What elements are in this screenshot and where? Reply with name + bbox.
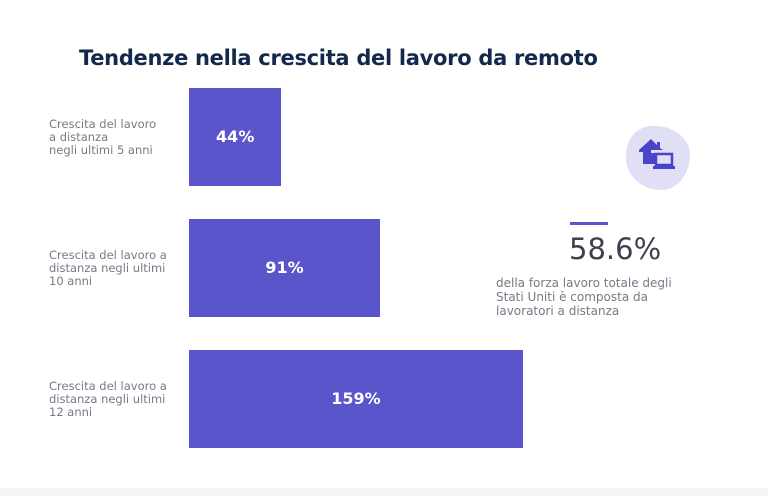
category-label-line: Crescita del lavoro a	[49, 247, 167, 262]
description-line: Stati Uniti è composta da	[496, 290, 648, 304]
home-laptop-icon	[639, 139, 675, 169]
category-label: Crescita del lavoro a distanza negli ultim…	[49, 116, 189, 157]
bar	[189, 88, 282, 186]
icon-background	[626, 126, 690, 190]
data-label: 44%	[216, 127, 255, 146]
stat-value: 58.6%	[569, 232, 662, 266]
bar	[189, 219, 381, 317]
data-label: 159%	[331, 389, 381, 408]
accent-line	[570, 222, 608, 225]
description-line: lavoratori a distanza	[496, 304, 620, 318]
category-label-line: distanza negli ultimi	[49, 260, 166, 275]
category-label-line: negli ultimi 5 anni	[49, 142, 153, 157]
bar	[189, 350, 523, 448]
data-label: 91%	[265, 258, 304, 277]
category-label-line: 10 anni	[49, 273, 93, 288]
stat-description: della forza lavoro totale degli Stati Un…	[496, 276, 672, 318]
category-label-line: Crescita del lavoro a	[49, 378, 167, 393]
category-label: Crescita del lavoro a distanza negli ulti…	[49, 378, 189, 419]
category-label-line: 12 anni	[49, 404, 93, 419]
category-label: Crescita del lavoro a distanza negli ulti…	[49, 247, 189, 288]
chart-title: Tendenze nella crescita del lavoro da re…	[79, 46, 598, 70]
category-label-line: Crescita del lavoro	[49, 116, 157, 131]
bottom-strip	[0, 488, 768, 496]
category-label-line: distanza negli ultimi	[49, 391, 166, 406]
description-line: della forza lavoro totale degli	[496, 276, 672, 290]
category-label-line: a distanza	[49, 129, 109, 144]
